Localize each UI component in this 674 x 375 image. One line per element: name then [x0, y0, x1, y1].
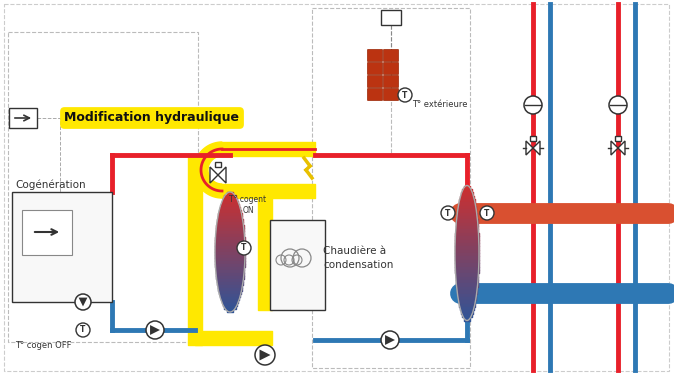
Text: T: T — [446, 209, 451, 218]
FancyBboxPatch shape — [384, 88, 398, 101]
FancyBboxPatch shape — [22, 210, 72, 255]
FancyBboxPatch shape — [381, 10, 401, 25]
FancyBboxPatch shape — [384, 63, 398, 75]
Polygon shape — [611, 141, 618, 155]
Polygon shape — [218, 167, 226, 183]
FancyBboxPatch shape — [9, 108, 37, 128]
Text: T: T — [241, 243, 247, 252]
Circle shape — [237, 241, 251, 255]
Text: T: T — [402, 90, 408, 99]
Polygon shape — [618, 141, 625, 155]
FancyBboxPatch shape — [270, 220, 325, 310]
FancyBboxPatch shape — [12, 192, 112, 302]
Polygon shape — [194, 142, 222, 198]
Polygon shape — [385, 335, 395, 345]
FancyBboxPatch shape — [215, 162, 221, 167]
Polygon shape — [150, 325, 160, 335]
Circle shape — [441, 206, 455, 220]
Text: T° cogent
ON: T° cogent ON — [229, 195, 266, 215]
FancyBboxPatch shape — [615, 136, 621, 141]
Polygon shape — [533, 141, 540, 155]
Circle shape — [76, 323, 90, 337]
Text: T° cogen OFF: T° cogen OFF — [15, 341, 71, 350]
FancyBboxPatch shape — [367, 50, 383, 62]
FancyBboxPatch shape — [530, 136, 536, 141]
FancyBboxPatch shape — [384, 50, 398, 62]
Circle shape — [398, 88, 412, 102]
Circle shape — [75, 294, 91, 310]
Circle shape — [381, 331, 399, 349]
FancyBboxPatch shape — [367, 75, 383, 87]
Circle shape — [146, 321, 164, 339]
Text: T: T — [485, 209, 490, 218]
Circle shape — [255, 345, 275, 365]
FancyBboxPatch shape — [367, 88, 383, 101]
FancyBboxPatch shape — [367, 63, 383, 75]
Text: T° extérieure: T° extérieure — [412, 100, 468, 109]
Polygon shape — [259, 350, 270, 360]
Text: Modification hydraulique: Modification hydraulique — [65, 111, 239, 125]
Text: T: T — [80, 326, 86, 334]
Polygon shape — [210, 167, 218, 183]
Polygon shape — [526, 141, 533, 155]
Text: Chaudière à
condensation: Chaudière à condensation — [323, 246, 394, 270]
Circle shape — [480, 206, 494, 220]
Polygon shape — [79, 298, 88, 306]
FancyBboxPatch shape — [384, 75, 398, 87]
Circle shape — [524, 96, 542, 114]
Circle shape — [609, 96, 627, 114]
Text: Cogénération: Cogénération — [15, 180, 86, 190]
